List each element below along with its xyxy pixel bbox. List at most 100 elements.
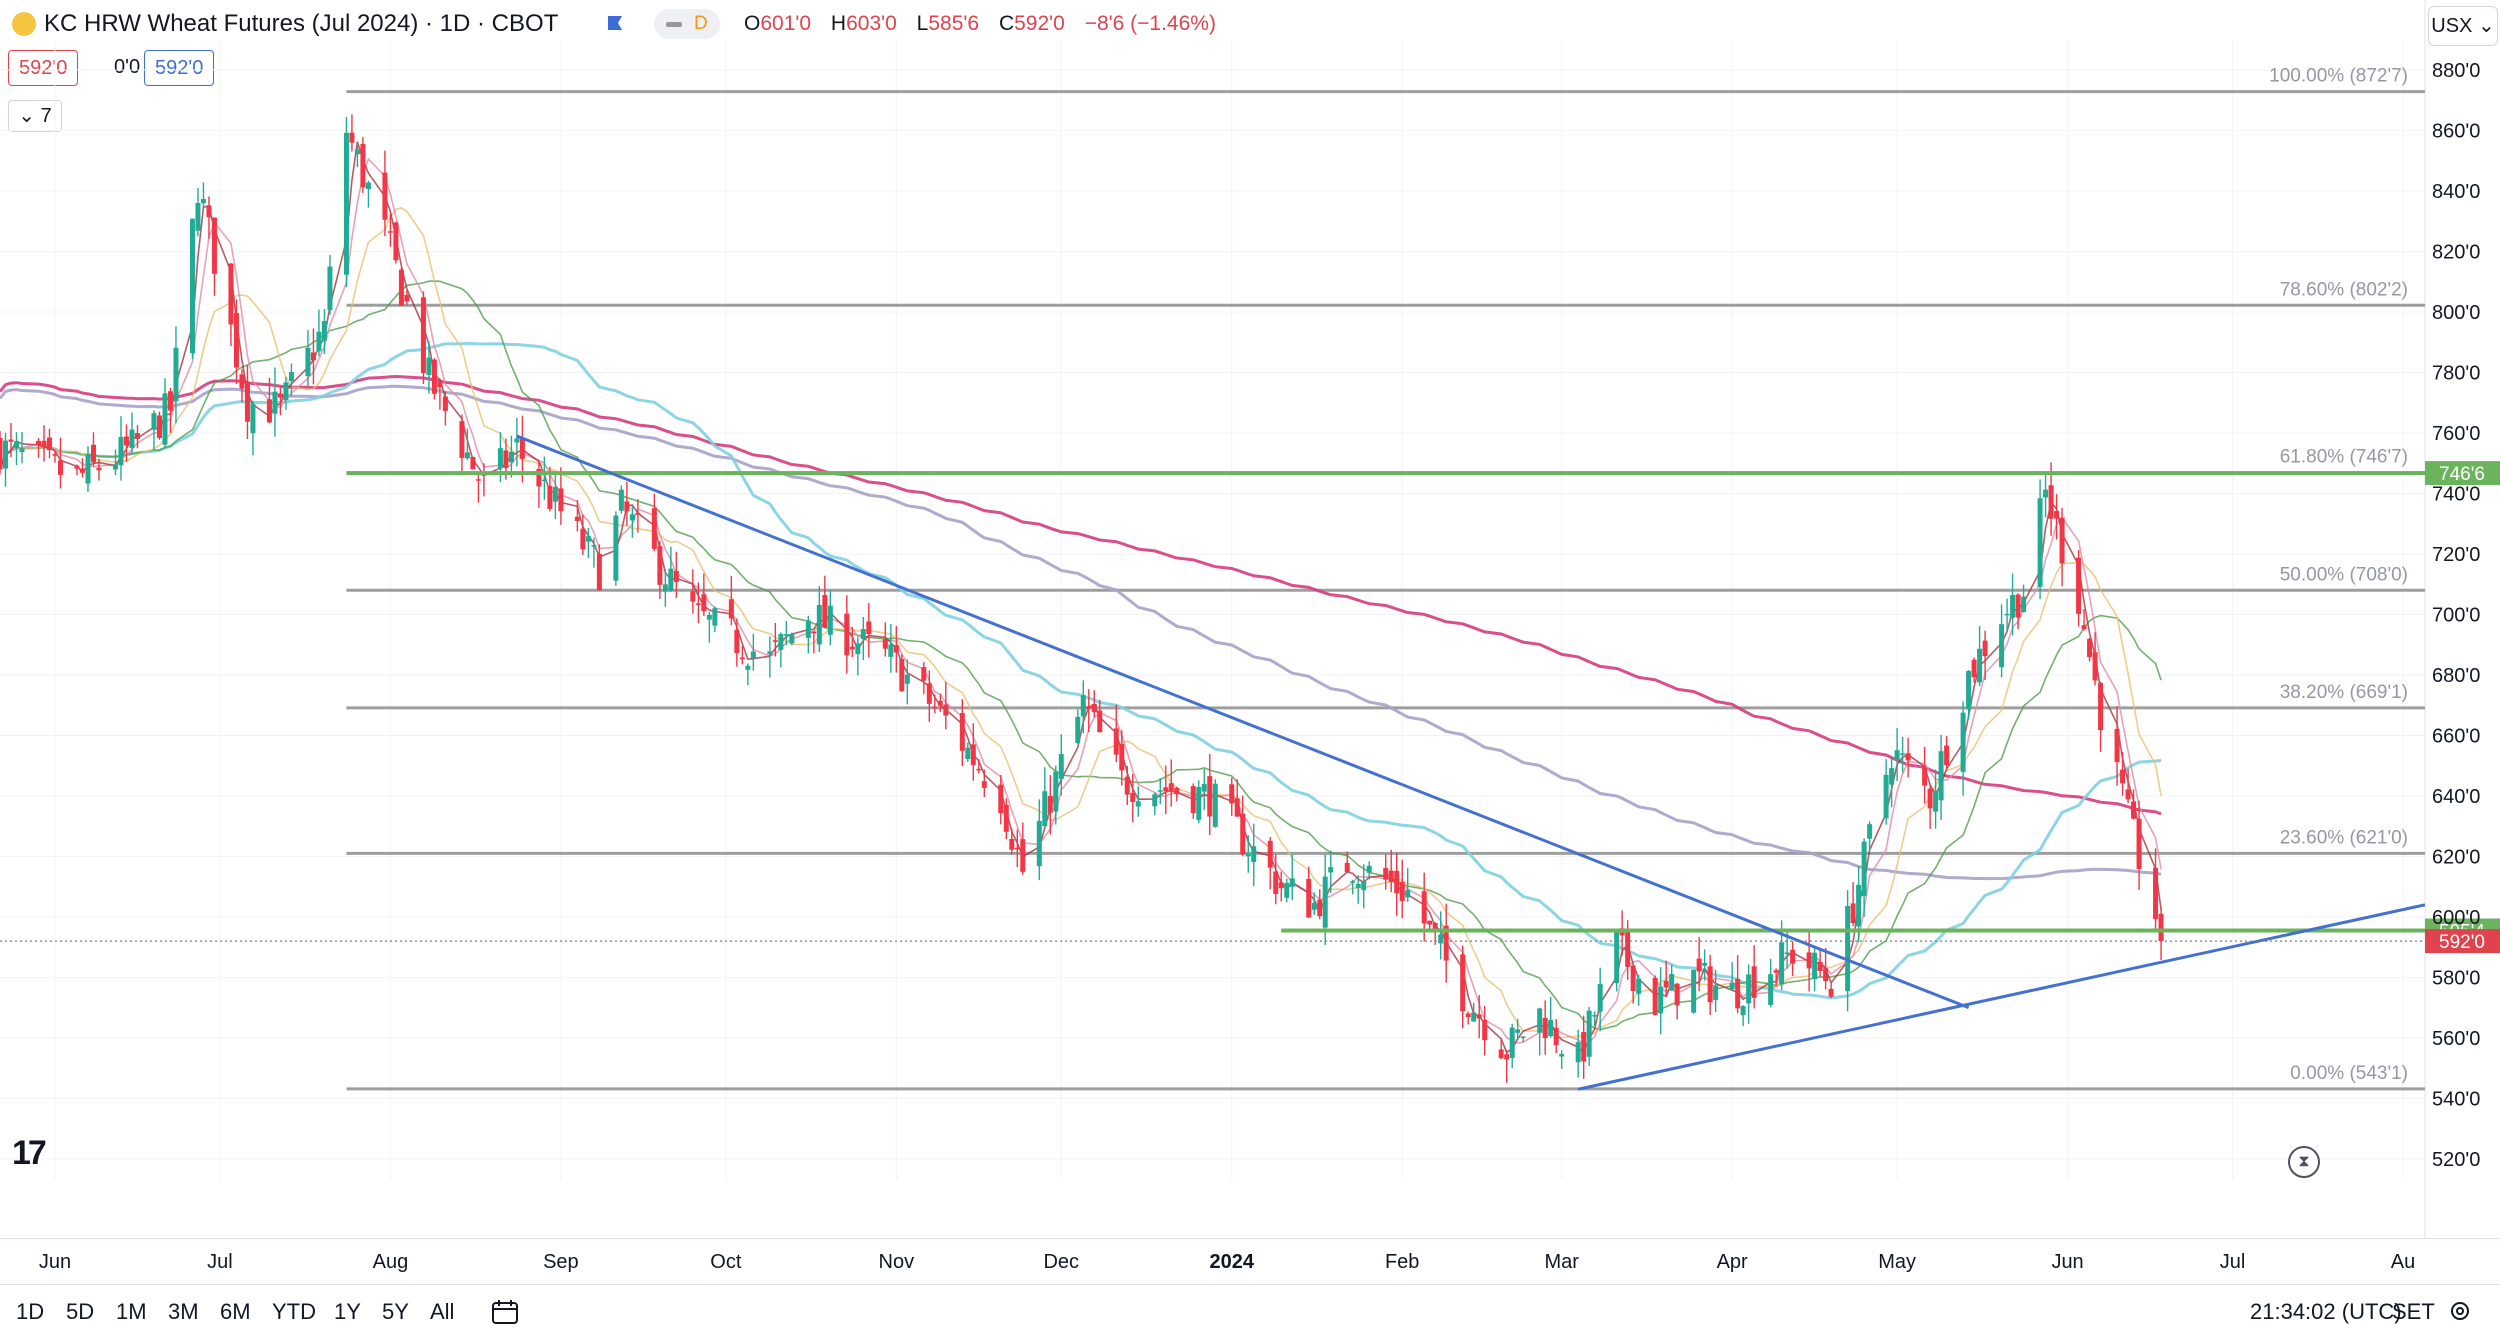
candle-body (844, 613, 850, 656)
time-tick-label: Apr (1717, 1251, 1748, 1273)
drawn-lines: 746'6595'4592'0 (0, 434, 2500, 1091)
candle-body (1075, 716, 1081, 744)
range-5d[interactable]: 5D (66, 1299, 95, 1324)
price-tick-label: 680'0 (2432, 665, 2480, 687)
candle-body (860, 629, 866, 640)
candle-body (1394, 870, 1400, 894)
symbol-logo-icon[interactable] (12, 12, 36, 36)
candle-body (767, 651, 773, 655)
price-tick-label: 820'0 (2432, 242, 2480, 264)
candle-body (437, 382, 443, 388)
time-tick-label: 2024 (1209, 1251, 1254, 1273)
indicator-value-right[interactable]: 592'0 (144, 50, 215, 86)
candle-body (1053, 771, 1059, 812)
range-all[interactable]: All (430, 1299, 455, 1324)
range-3m[interactable]: 3M (168, 1299, 199, 1324)
candle-body (470, 456, 476, 470)
candle-body (1465, 1013, 1471, 1018)
range-1m[interactable]: 1M (116, 1299, 147, 1324)
candle-body (596, 553, 602, 591)
visibility-pill[interactable]: D (654, 9, 720, 39)
candle-body (1922, 768, 1928, 786)
candle-body (514, 438, 520, 443)
candle-body (1273, 871, 1279, 895)
settings-label[interactable]: SET (2392, 1299, 2435, 1324)
price-chart[interactable]: 100.00% (872'7) 78.60% (802'2) 61.80% (746… (0, 0, 2500, 1284)
candle-body (228, 263, 234, 325)
candle-body (1482, 1019, 1488, 1041)
candle-body (943, 704, 949, 716)
candle-body (624, 501, 630, 512)
range-5y[interactable]: 5Y (382, 1299, 409, 1324)
chevron-down-icon: ⌄ (18, 105, 36, 127)
candle-body (277, 393, 283, 398)
candle-body (706, 614, 712, 620)
price-tick-label: 720'0 (2432, 544, 2480, 566)
candle-body (1933, 790, 1939, 812)
candle-body (811, 631, 817, 634)
chart-header: KC HRW Wheat Futures (Jul 2024) · 1D · C… (0, 0, 2500, 50)
close-value: 592'0 (1014, 12, 1065, 35)
range-ytd[interactable]: YTD (272, 1299, 316, 1324)
candle-body (552, 487, 558, 502)
range-1y[interactable]: 1Y (334, 1299, 361, 1324)
candle-body (899, 658, 905, 692)
candle-body (35, 440, 41, 446)
candle-body (849, 646, 855, 650)
candle-body (1207, 776, 1213, 817)
symbol-title[interactable]: KC HRW Wheat Futures (Jul 2024) · 1D · C… (44, 10, 559, 37)
range-6m[interactable]: 6M (220, 1299, 251, 1324)
time-tick-label: Jul (2220, 1251, 2246, 1273)
price-tick-label: 860'0 (2432, 121, 2480, 143)
candle-body (2098, 683, 2104, 731)
moving-average-10-line (0, 207, 2162, 1039)
candle-body (13, 441, 19, 448)
utc-clock[interactable]: 21:34:02 (UTC) (2250, 1299, 2402, 1324)
gear-icon[interactable] (2448, 1299, 2472, 1323)
time-tick-label: Jun (2051, 1251, 2083, 1273)
candle-body (1900, 753, 1906, 755)
moving-average-50-line (0, 341, 2162, 1000)
candle-body (327, 266, 333, 311)
candle-body (195, 202, 201, 231)
candle-body (1861, 841, 1867, 897)
candle-body (772, 640, 778, 642)
candle-body (1586, 1010, 1592, 1057)
candle-body (1135, 801, 1141, 807)
open-key: O (744, 12, 761, 35)
candle-body (360, 143, 366, 188)
trendline (1577, 903, 2426, 1091)
price-tick-label: 600'0 (2432, 907, 2480, 929)
indicators-collapse-button[interactable]: ⌄ 7 (8, 100, 62, 132)
candle-body (651, 508, 657, 549)
high-value: 603'0 (846, 12, 897, 35)
fib-level-label: 0.00% (543'1) (2290, 1063, 2408, 1084)
candle-body (882, 639, 888, 649)
calendar-icon[interactable] (490, 1299, 520, 1325)
candle-body (1856, 884, 1862, 927)
time-axis-border (0, 1238, 2500, 1239)
hourglass-icon[interactable]: ⧗ (2288, 1146, 2320, 1178)
candle-body (1190, 786, 1196, 814)
candle-body (1350, 881, 1356, 883)
candle-body (541, 479, 547, 482)
candle-body (1289, 878, 1295, 887)
candle-body (2087, 638, 2093, 658)
price-tick-label: 520'0 (2432, 1149, 2480, 1171)
delay-badge: D (694, 13, 708, 34)
candle-body (1509, 1027, 1515, 1058)
tradingview-logo-icon[interactable]: 17 (12, 1134, 47, 1172)
support-price-tag (2425, 461, 2500, 486)
flag-icon[interactable] (606, 14, 624, 32)
candle-body (1399, 882, 1405, 902)
candle-body (1696, 958, 1702, 972)
candle-body (244, 381, 250, 422)
candle-body (1504, 1054, 1510, 1060)
last-price-tag (2425, 929, 2500, 954)
currency-button[interactable]: USX ⌄ (2428, 6, 2498, 46)
range-1d[interactable]: 1D (16, 1299, 45, 1324)
candle-body (1850, 903, 1856, 924)
candle-body (1432, 923, 1438, 932)
candle-body (745, 665, 751, 670)
candle-body (79, 468, 85, 473)
